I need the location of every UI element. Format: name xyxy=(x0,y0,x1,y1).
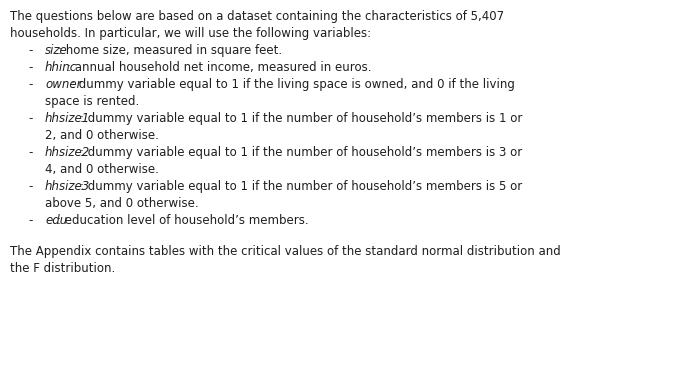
Text: : annual household net income, measured in euros.: : annual household net income, measured … xyxy=(67,61,372,74)
Text: -: - xyxy=(28,78,32,91)
Text: owner: owner xyxy=(45,78,81,91)
Text: : dummy variable equal to 1 if the living space is owned, and 0 if the living: : dummy variable equal to 1 if the livin… xyxy=(72,78,515,91)
Text: size: size xyxy=(45,44,68,57)
Text: edu: edu xyxy=(45,214,67,227)
Text: hhinc: hhinc xyxy=(45,61,77,74)
Text: : education level of household’s members.: : education level of household’s members… xyxy=(57,214,309,227)
Text: hhsize3: hhsize3 xyxy=(45,180,90,193)
Text: : dummy variable equal to 1 if the number of household’s members is 5 or: : dummy variable equal to 1 if the numbe… xyxy=(80,180,522,193)
Text: : home size, measured in square feet.: : home size, measured in square feet. xyxy=(57,44,282,57)
Text: hhsize2: hhsize2 xyxy=(45,146,90,159)
Text: 2, and 0 otherwise.: 2, and 0 otherwise. xyxy=(45,129,159,142)
Text: : dummy variable equal to 1 if the number of household’s members is 1 or: : dummy variable equal to 1 if the numbe… xyxy=(80,112,522,125)
Text: -: - xyxy=(28,112,32,125)
Text: : dummy variable equal to 1 if the number of household’s members is 3 or: : dummy variable equal to 1 if the numbe… xyxy=(80,146,522,159)
Text: The Appendix contains tables with the critical values of the standard normal dis: The Appendix contains tables with the cr… xyxy=(10,245,561,258)
Text: above 5, and 0 otherwise.: above 5, and 0 otherwise. xyxy=(45,197,199,210)
Text: The questions below are based on a dataset containing the characteristics of 5,4: The questions below are based on a datas… xyxy=(10,10,504,23)
Text: space is rented.: space is rented. xyxy=(45,95,139,108)
Text: -: - xyxy=(28,61,32,74)
Text: -: - xyxy=(28,44,32,57)
Text: 4, and 0 otherwise.: 4, and 0 otherwise. xyxy=(45,163,159,176)
Text: the F distribution.: the F distribution. xyxy=(10,262,115,275)
Text: households. In particular, we will use the following variables:: households. In particular, we will use t… xyxy=(10,27,371,40)
Text: -: - xyxy=(28,146,32,159)
Text: -: - xyxy=(28,214,32,227)
Text: hhsize1: hhsize1 xyxy=(45,112,90,125)
Text: -: - xyxy=(28,180,32,193)
